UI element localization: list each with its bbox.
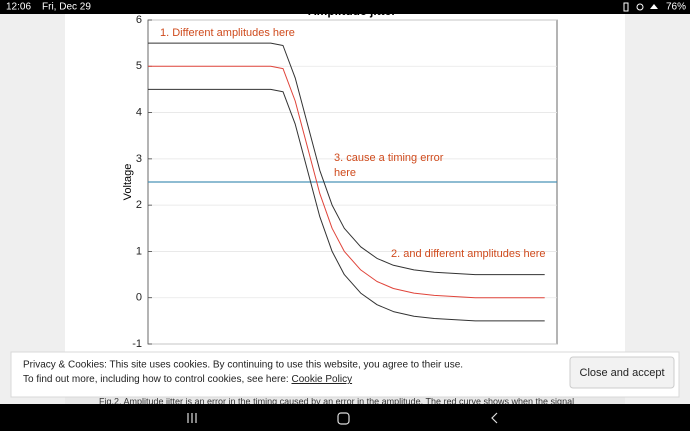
close-accept-button[interactable]	[569, 356, 675, 389]
annotation-line: 1. Different amplitudes here	[160, 27, 295, 39]
status-battery: 76%	[666, 2, 686, 13]
caption-strip	[65, 397, 625, 407]
cookie-banner	[10, 351, 680, 398]
home-button[interactable]	[337, 412, 350, 425]
recent-apps-button[interactable]	[187, 413, 197, 423]
back-button[interactable]	[491, 412, 498, 424]
series-line	[148, 88, 545, 322]
status-bar	[0, 0, 690, 14]
series-line	[148, 65, 545, 299]
wifi-icon	[650, 4, 658, 9]
figure-caption: Fig.2. Amplitude jitter is an error in t…	[99, 396, 574, 406]
y-tick-label: 6	[136, 14, 142, 26]
cookie-text: To find out more, including how to contr…	[23, 374, 352, 385]
close-accept-label[interactable]: Close and accept	[580, 367, 665, 379]
y-tick-label: 4	[136, 106, 142, 118]
y-tick-label: 5	[136, 60, 142, 72]
annotation-line: 3. cause a timing error	[334, 152, 444, 164]
status-time: 12:06	[6, 2, 31, 13]
status-icon	[636, 3, 644, 11]
status-icon	[623, 2, 629, 12]
annotation-line: here	[334, 167, 356, 179]
nav-bar	[0, 404, 690, 431]
cookie-text: Privacy & Cookies: This site uses cookie…	[23, 360, 463, 371]
cookie-text: To find out more, including how to contr…	[23, 374, 289, 385]
annotation: 2. and different amplitudes here	[391, 248, 546, 260]
status-date: Fri, Dec 29	[42, 2, 91, 13]
y-tick-label: 1	[136, 245, 142, 257]
cookie-policy-link[interactable]: Cookie Policy	[291, 374, 352, 385]
y-tick-label: 3	[136, 153, 142, 165]
y-tick-label: 2	[136, 199, 142, 211]
y-axis-label: Voltage	[122, 164, 134, 201]
annotation-line: 2. and different amplitudes here	[391, 248, 546, 260]
y-tick-label: -1	[132, 338, 142, 350]
annotation: 1. Different amplitudes here	[160, 27, 295, 39]
y-tick-label: 0	[136, 292, 142, 304]
series-line	[148, 42, 545, 276]
annotation: 3. cause a timing error here	[334, 152, 444, 179]
